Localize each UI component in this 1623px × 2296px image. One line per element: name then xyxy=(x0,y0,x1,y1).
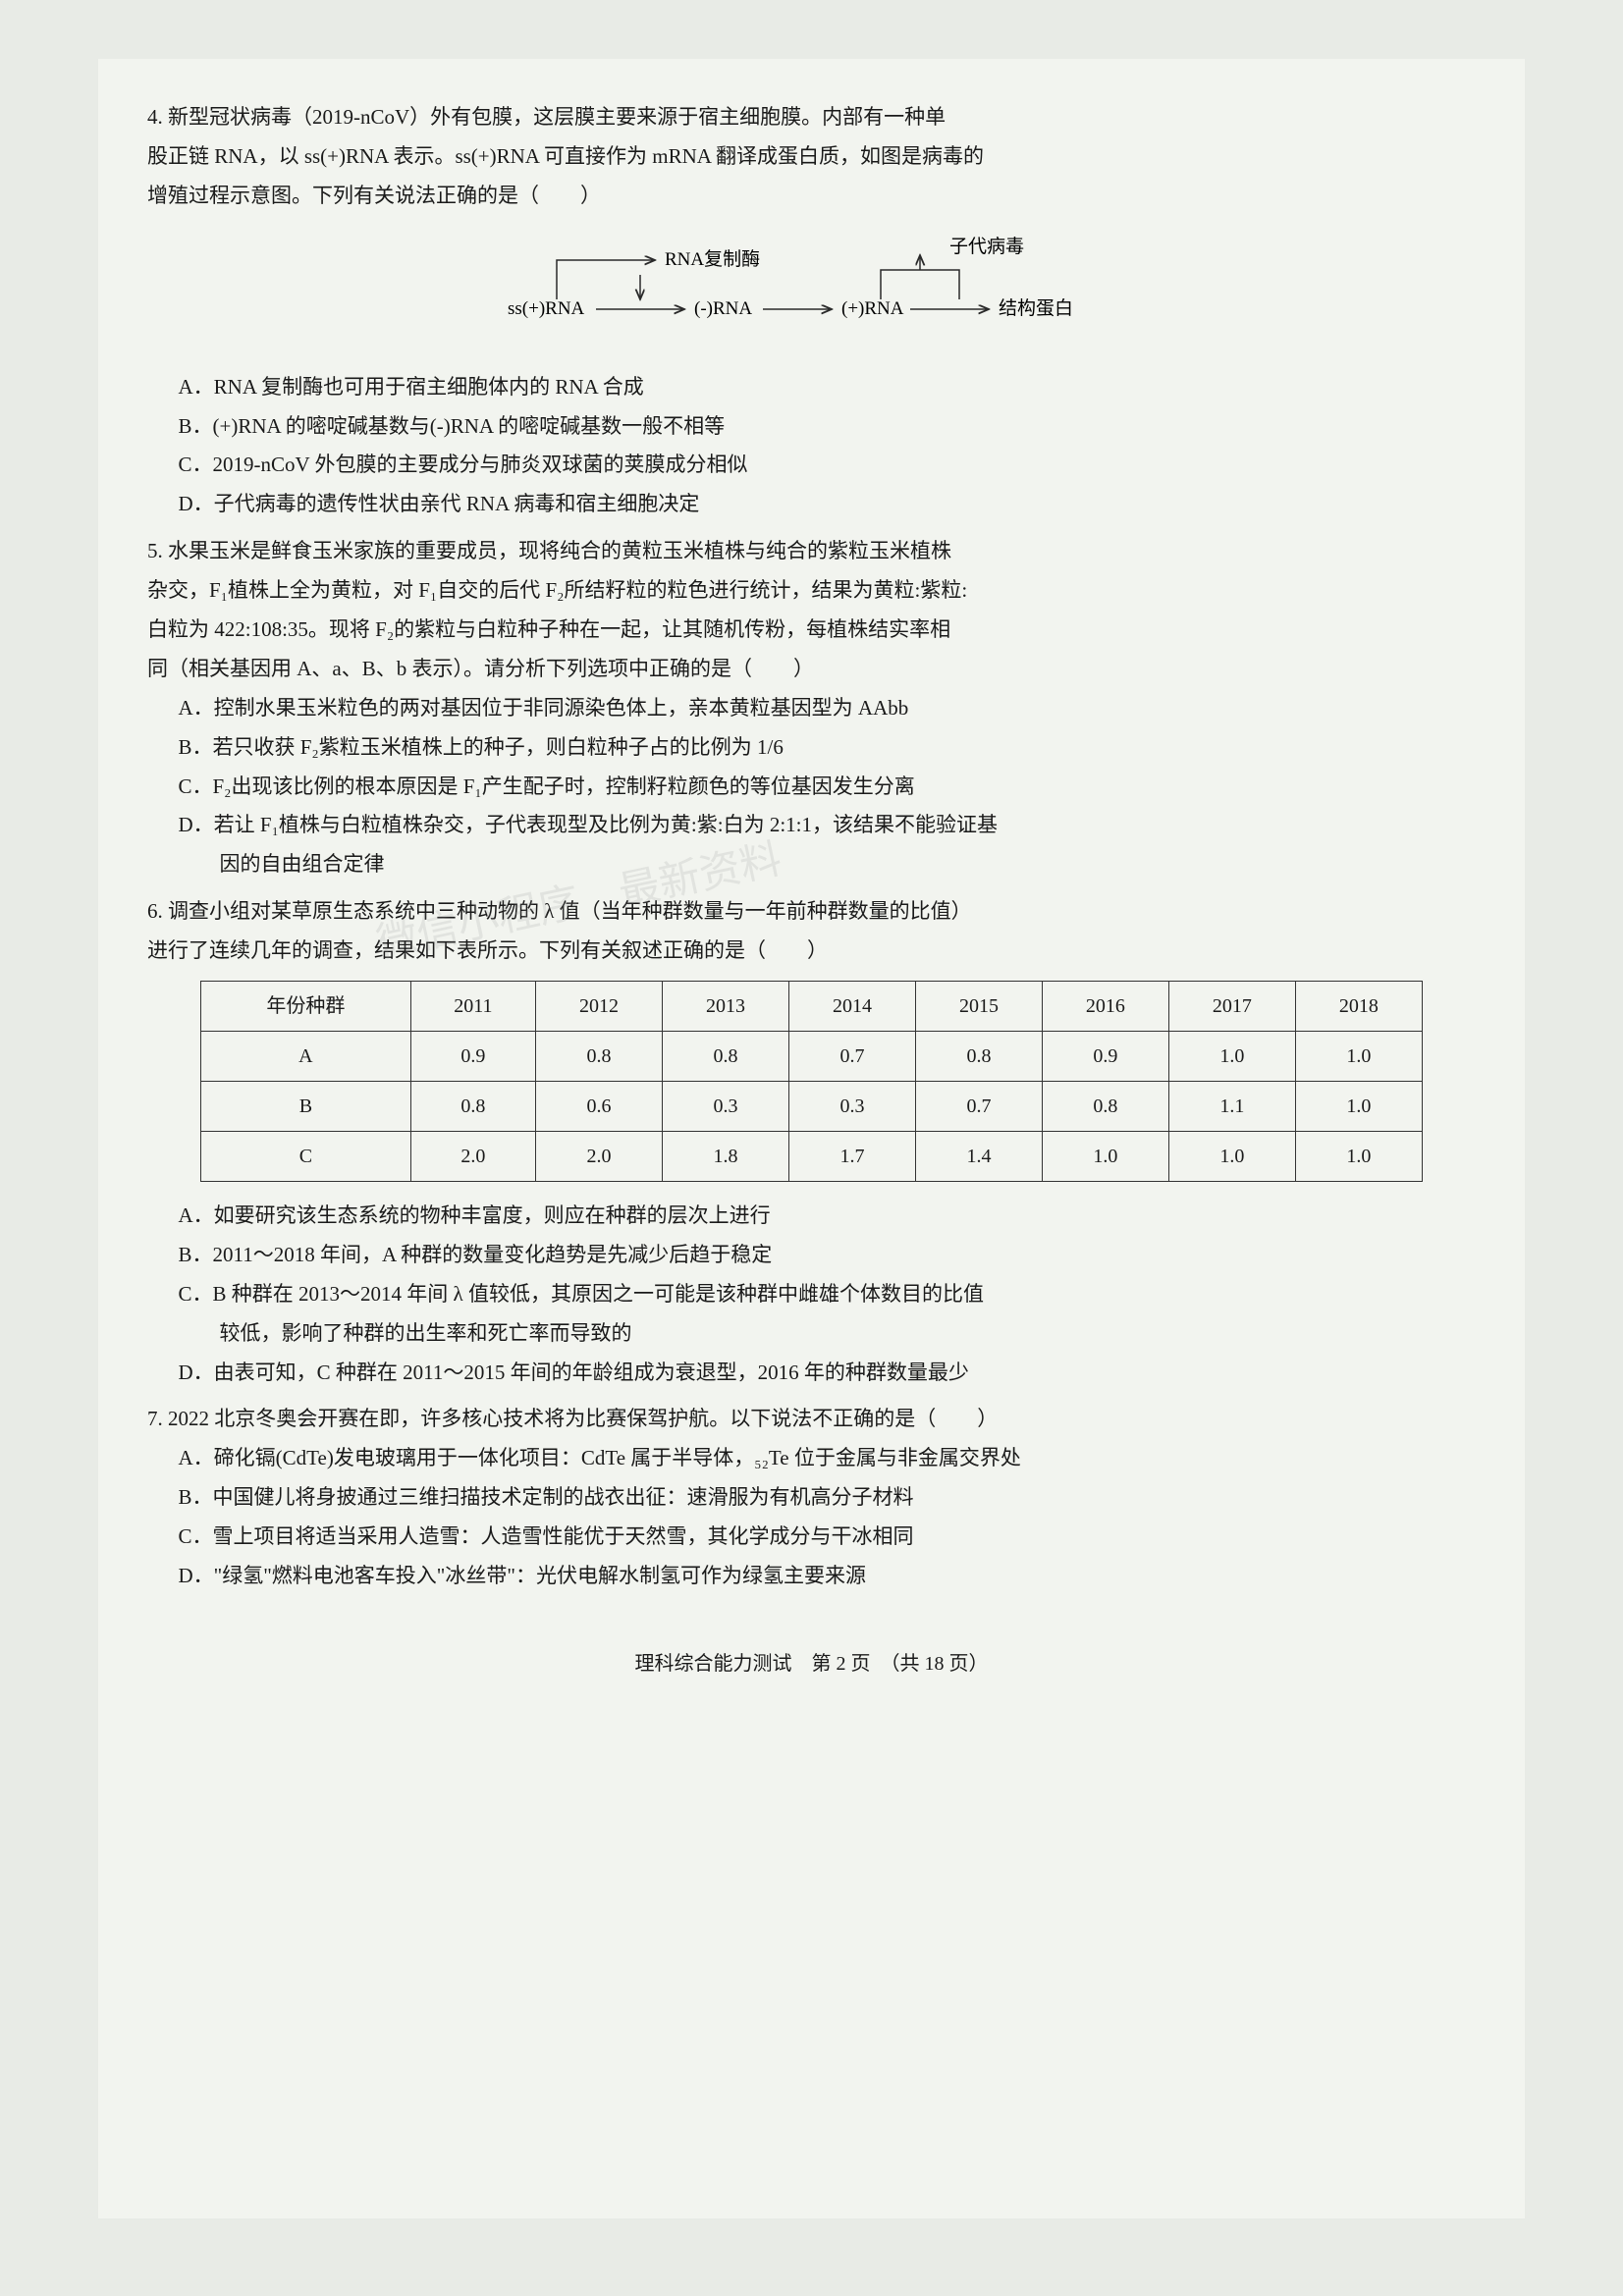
table-row-a: A 0.9 0.8 0.8 0.7 0.8 0.9 1.0 1.0 xyxy=(201,1032,1423,1082)
q4-option-c: C．2019-nCoV 外包膜的主要成分与肺炎双球菌的荚膜成分相似 xyxy=(147,446,1476,485)
table-cell: 0.9 xyxy=(410,1032,535,1082)
q6-option-d: D．由表可知，C 种群在 2011～2015 年间的年龄组成为衰退型，2016 … xyxy=(147,1354,1476,1393)
table-cell: 0.8 xyxy=(536,1032,663,1082)
q5-line4: 同（相关基因用 A、a、B、b 表示）。请分析下列选项中正确的是（ ） xyxy=(147,650,1476,689)
question-7: 7. 2022 北京冬奥会开赛在即，许多核心技术将为比赛保驾护航。以下说法不正确… xyxy=(147,1400,1476,1595)
q5-option-a: A．控制水果玉米粒色的两对基因位于非同源染色体上，亲本黄粒基因型为 AAbb xyxy=(147,689,1476,728)
q6-data-table: 年份种群 2011 2012 2013 2014 2015 2016 2017 … xyxy=(200,981,1423,1182)
q6-option-b: B．2011～2018 年间，A 种群的数量变化趋势是先减少后趋于稳定 xyxy=(147,1236,1476,1275)
q4-option-b: B．(+)RNA 的嘧啶碱基数与(-)RNA 的嘧啶碱基数一般不相等 xyxy=(147,407,1476,447)
q4-line1: 4. 新型冠状病毒（2019-nCoV）外有包膜，这层膜主要来源于宿主细胞膜。内… xyxy=(147,98,1476,137)
q4-option-a: A．RNA 复制酶也可用于宿主细胞体内的 RNA 合成 xyxy=(147,368,1476,407)
diagram-label-protein: 结构蛋白 xyxy=(999,297,1073,319)
table-header-cell: 2018 xyxy=(1295,982,1422,1032)
question-6: 6. 调查小组对某草原生态系统中三种动物的 λ 值（当年种群数量与一年前种群数量… xyxy=(147,892,1476,1392)
q7-line1: 7. 2022 北京冬奥会开赛在即，许多核心技术将为比赛保驾护航。以下说法不正确… xyxy=(147,1400,1476,1439)
table-cell: 1.0 xyxy=(1295,1032,1422,1082)
q5-option-c: C．F₂出现该比例的根本原因是 F₁产生配子时，控制籽粒颜色的等位基因发生分离 xyxy=(147,768,1476,807)
diagram-label-rna-enzyme: RNA复制酶 xyxy=(665,248,760,270)
table-header-cell: 2011 xyxy=(410,982,535,1032)
table-cell: 0.8 xyxy=(663,1032,789,1082)
q7-option-d: D．"绿氢"燃料电池客车投入"冰丝带"：光伏电解水制氢可作为绿氢主要来源 xyxy=(147,1557,1476,1596)
q4-option-d: D．子代病毒的遗传性状由亲代 RNA 病毒和宿主细胞决定 xyxy=(147,485,1476,524)
table-header-cell: 2012 xyxy=(536,982,663,1032)
q6-option-c2: 较低，影响了种群的出生率和死亡率而导致的 xyxy=(147,1314,1476,1354)
table-cell: 2.0 xyxy=(536,1132,663,1182)
q7-option-b: B．中国健儿将身披通过三维扫描技术定制的战衣出征：速滑服为有机高分子材料 xyxy=(147,1478,1476,1518)
exam-page: 微信小程序 最新资料 4. 新型冠状病毒（2019-nCoV）外有包膜，这层膜主… xyxy=(98,59,1525,2218)
table-cell: 0.7 xyxy=(789,1032,916,1082)
diagram-label-progeny: 子代病毒 xyxy=(949,236,1024,257)
q5-option-d1: D．若让 F₁植株与白粒植株杂交，子代表现型及比例为黄:紫:白为 2:1:1，该… xyxy=(147,806,1476,845)
table-cell: 0.7 xyxy=(915,1082,1042,1132)
q5-option-b: B．若只收获 F₂紫粒玉米植株上的种子，则白粒种子占的比例为 1/6 xyxy=(147,728,1476,768)
page-footer: 理科综合能力测试 第 2 页 （共 18 页） xyxy=(147,1645,1476,1682)
table-cell: 2.0 xyxy=(410,1132,535,1182)
q4-diagram: ss(+)RNA RNA复制酶 (-)RNA (+)RNA 子代病毒 xyxy=(147,231,1476,348)
table-header-cell: 2014 xyxy=(789,982,916,1032)
table-cell: 1.0 xyxy=(1295,1132,1422,1182)
table-cell: 0.3 xyxy=(663,1082,789,1132)
table-cell: 1.8 xyxy=(663,1132,789,1182)
table-cell: 0.6 xyxy=(536,1082,663,1132)
table-header-row: 年份种群 2011 2012 2013 2014 2015 2016 2017 … xyxy=(201,982,1423,1032)
q4-line3: 增殖过程示意图。下列有关说法正确的是（ ） xyxy=(147,177,1476,216)
table-header-cell: 2013 xyxy=(663,982,789,1032)
q5-line2: 杂交，F₁植株上全为黄粒，对 F₁自交的后代 F₂所结籽粒的粒色进行统计，结果为… xyxy=(147,571,1476,611)
table-cell: 0.8 xyxy=(410,1082,535,1132)
diagram-node3: (+)RNA xyxy=(841,298,904,319)
table-cell: 1.1 xyxy=(1168,1082,1295,1132)
table-row-b: B 0.8 0.6 0.3 0.3 0.7 0.8 1.1 1.0 xyxy=(201,1082,1423,1132)
table-header-cell: 2015 xyxy=(915,982,1042,1032)
table-cell: 0.9 xyxy=(1042,1032,1168,1082)
table-cell: 1.0 xyxy=(1295,1082,1422,1132)
q6-option-a: A．如要研究该生态系统的物种丰富度，则应在种群的层次上进行 xyxy=(147,1197,1476,1236)
table-cell: 0.8 xyxy=(1042,1082,1168,1132)
q6-line1: 6. 调查小组对某草原生态系统中三种动物的 λ 值（当年种群数量与一年前种群数量… xyxy=(147,892,1476,932)
q7-option-c: C．雪上项目将适当采用人造雪：人造雪性能优于天然雪，其化学成分与干冰相同 xyxy=(147,1518,1476,1557)
table-cell: 1.0 xyxy=(1168,1032,1295,1082)
q4-line2: 股正链 RNA，以 ss(+)RNA 表示。ss(+)RNA 可直接作为 mRN… xyxy=(147,137,1476,177)
q6-option-c1: C．B 种群在 2013～2014 年间 λ 值较低，其原因之一可能是该种群中雌… xyxy=(147,1275,1476,1314)
table-cell: 1.4 xyxy=(915,1132,1042,1182)
table-cell: C xyxy=(201,1132,411,1182)
q5-line3: 白粒为 422:108:35。现将 F₂的紫粒与白粒种子种在一起，让其随机传粉，… xyxy=(147,611,1476,650)
q6-line2: 进行了连续几年的调查，结果如下表所示。下列有关叙述正确的是（ ） xyxy=(147,932,1476,971)
table-row-c: C 2.0 2.0 1.8 1.7 1.4 1.0 1.0 1.0 xyxy=(201,1132,1423,1182)
table-cell: 1.0 xyxy=(1042,1132,1168,1182)
table-cell: 1.7 xyxy=(789,1132,916,1182)
diagram-node2: (-)RNA xyxy=(694,298,752,319)
table-header-cell: 2017 xyxy=(1168,982,1295,1032)
table-header-cell: 2016 xyxy=(1042,982,1168,1032)
q5-line1: 5. 水果玉米是鲜食玉米家族的重要成员，现将纯合的黄粒玉米植株与纯合的紫粒玉米植… xyxy=(147,532,1476,571)
table-cell: 0.8 xyxy=(915,1032,1042,1082)
question-5: 5. 水果玉米是鲜食玉米家族的重要成员，现将纯合的黄粒玉米植株与纯合的紫粒玉米植… xyxy=(147,532,1476,884)
diagram-node1: ss(+)RNA xyxy=(508,298,585,319)
table-cell: 1.0 xyxy=(1168,1132,1295,1182)
table-cell: A xyxy=(201,1032,411,1082)
q5-option-d2: 因的自由组合定律 xyxy=(147,845,1476,884)
table-cell: 0.3 xyxy=(789,1082,916,1132)
question-4: 4. 新型冠状病毒（2019-nCoV）外有包膜，这层膜主要来源于宿主细胞膜。内… xyxy=(147,98,1476,524)
virus-diagram-svg: ss(+)RNA RNA复制酶 (-)RNA (+)RNA 子代病毒 xyxy=(468,231,1156,348)
diagram-bracket-right xyxy=(881,270,959,299)
q7-option-a: A．碲化镉(CdTe)发电玻璃用于一体化项目：CdTe 属于半导体，₅₂Te 位… xyxy=(147,1439,1476,1478)
table-header-cell: 年份种群 xyxy=(201,982,411,1032)
table-cell: B xyxy=(201,1082,411,1132)
